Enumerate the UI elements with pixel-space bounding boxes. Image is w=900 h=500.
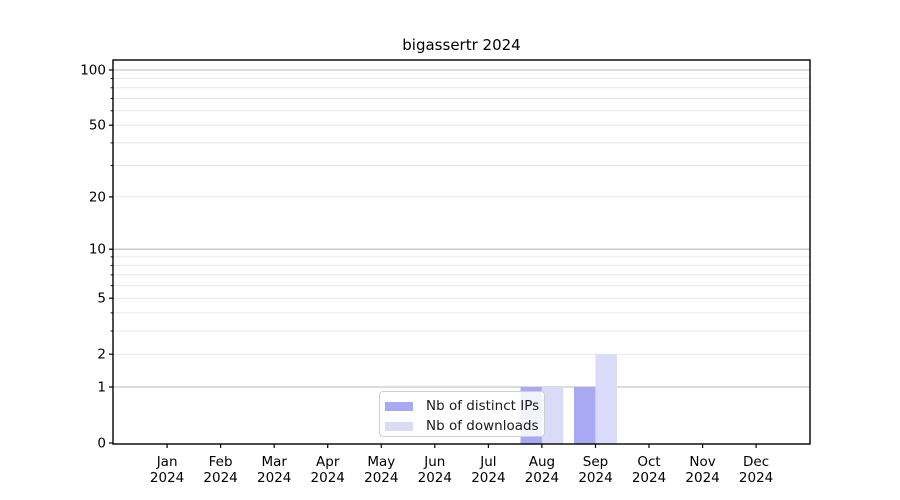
- ytick-label-50: 50: [89, 118, 106, 134]
- chart-title: bigassertr 2024: [402, 36, 521, 54]
- legend-swatch-distinct-ips: [385, 401, 413, 411]
- legend-item-downloads: Nb of downloads: [385, 416, 539, 436]
- ytick-label-20: 20: [89, 189, 106, 205]
- ytick-label-5: 5: [97, 291, 106, 307]
- bar-distinct-ips-month-9: [574, 387, 596, 444]
- xtick-label-month-9: Sep 2024: [578, 454, 612, 486]
- xtick-label-month-3: Mar 2024: [257, 454, 291, 486]
- legend-box: Nb of distinct IPs Nb of downloads: [379, 391, 545, 437]
- ytick-label-100: 100: [80, 63, 106, 79]
- xtick-label-month-10: Oct 2024: [632, 454, 666, 486]
- xtick-label-month-12: Dec 2024: [739, 454, 773, 486]
- xtick-label-month-6: Jun 2024: [418, 454, 452, 486]
- xtick-label-month-7: Jul 2024: [471, 454, 505, 486]
- legend-swatch-downloads: [385, 421, 413, 431]
- ytick-label-10: 10: [89, 242, 106, 258]
- ytick-label-1: 1: [97, 380, 106, 396]
- bar-downloads-month-8: [541, 387, 564, 444]
- xtick-label-month-5: May 2024: [364, 454, 398, 486]
- ytick-label-2: 2: [97, 347, 106, 363]
- xtick-label-month-8: Aug 2024: [525, 454, 559, 486]
- legend-label-downloads: Nb of downloads: [426, 418, 539, 434]
- bar-downloads-month-9: [595, 354, 617, 444]
- xtick-label-month-2: Feb 2024: [203, 454, 237, 486]
- xtick-label-month-1: Jan 2024: [150, 454, 184, 486]
- xtick-label-month-11: Nov 2024: [685, 454, 719, 486]
- legend-item-distinct-ips: Nb of distinct IPs: [385, 396, 540, 416]
- xtick-label-month-4: Apr 2024: [311, 454, 345, 486]
- legend-label-distinct-ips: Nb of distinct IPs: [426, 398, 540, 414]
- plot-frame: [112, 59, 811, 445]
- ytick-label-0: 0: [97, 436, 106, 452]
